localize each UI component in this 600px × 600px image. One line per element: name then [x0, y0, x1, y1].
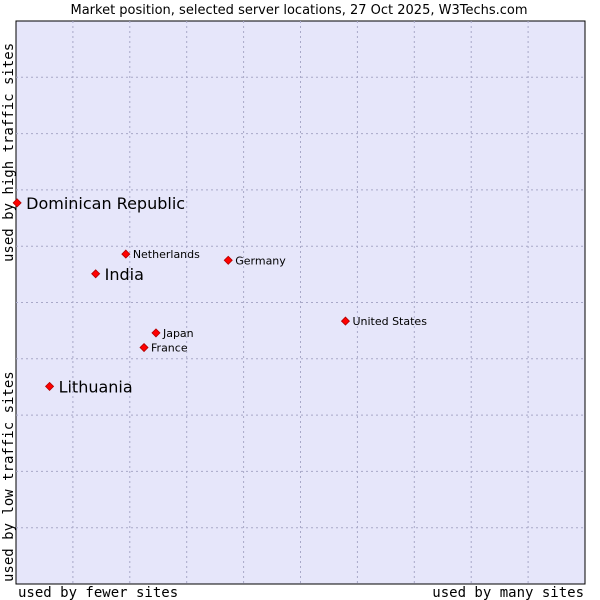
- point-japan: Japan: [151, 327, 194, 340]
- point-label: Lithuania: [59, 377, 133, 396]
- point-united-states: United States: [340, 315, 427, 328]
- point-france: France: [139, 342, 188, 355]
- point-label: United States: [352, 315, 427, 328]
- point-marker: [45, 381, 55, 391]
- point-label: Germany: [235, 254, 286, 267]
- point-germany: Germany: [223, 254, 286, 267]
- point-india: India: [91, 265, 144, 284]
- chart-title: Market position, selected server locatio…: [70, 3, 527, 18]
- point-netherlands: Netherlands: [121, 248, 200, 261]
- point-marker: [12, 198, 22, 208]
- point-marker: [151, 328, 161, 338]
- point-label: India: [105, 265, 144, 284]
- point-label: Japan: [162, 327, 194, 340]
- y-axis-label-high: used by high traffic sites: [1, 43, 17, 262]
- point-marker: [340, 316, 351, 326]
- point-marker: [223, 255, 233, 265]
- x-axis-label-high: used by many sites: [432, 585, 584, 600]
- point-label: France: [151, 342, 188, 355]
- y-axis-label-low: used by low traffic sites: [1, 371, 17, 582]
- point-marker: [121, 249, 131, 259]
- point-label: Netherlands: [133, 248, 200, 261]
- grid-lines: [16, 21, 585, 584]
- point-marker: [139, 342, 149, 353]
- point-lithuania: Lithuania: [45, 377, 133, 396]
- point-marker: [91, 269, 101, 279]
- point-label: Dominican Republic: [26, 194, 185, 213]
- point-dominican-republic: Dominican Republic: [12, 194, 185, 213]
- data-points: Dominican Republic Netherlands India German…: [12, 194, 427, 396]
- x-axis-label-low: used by fewer sites: [18, 585, 178, 600]
